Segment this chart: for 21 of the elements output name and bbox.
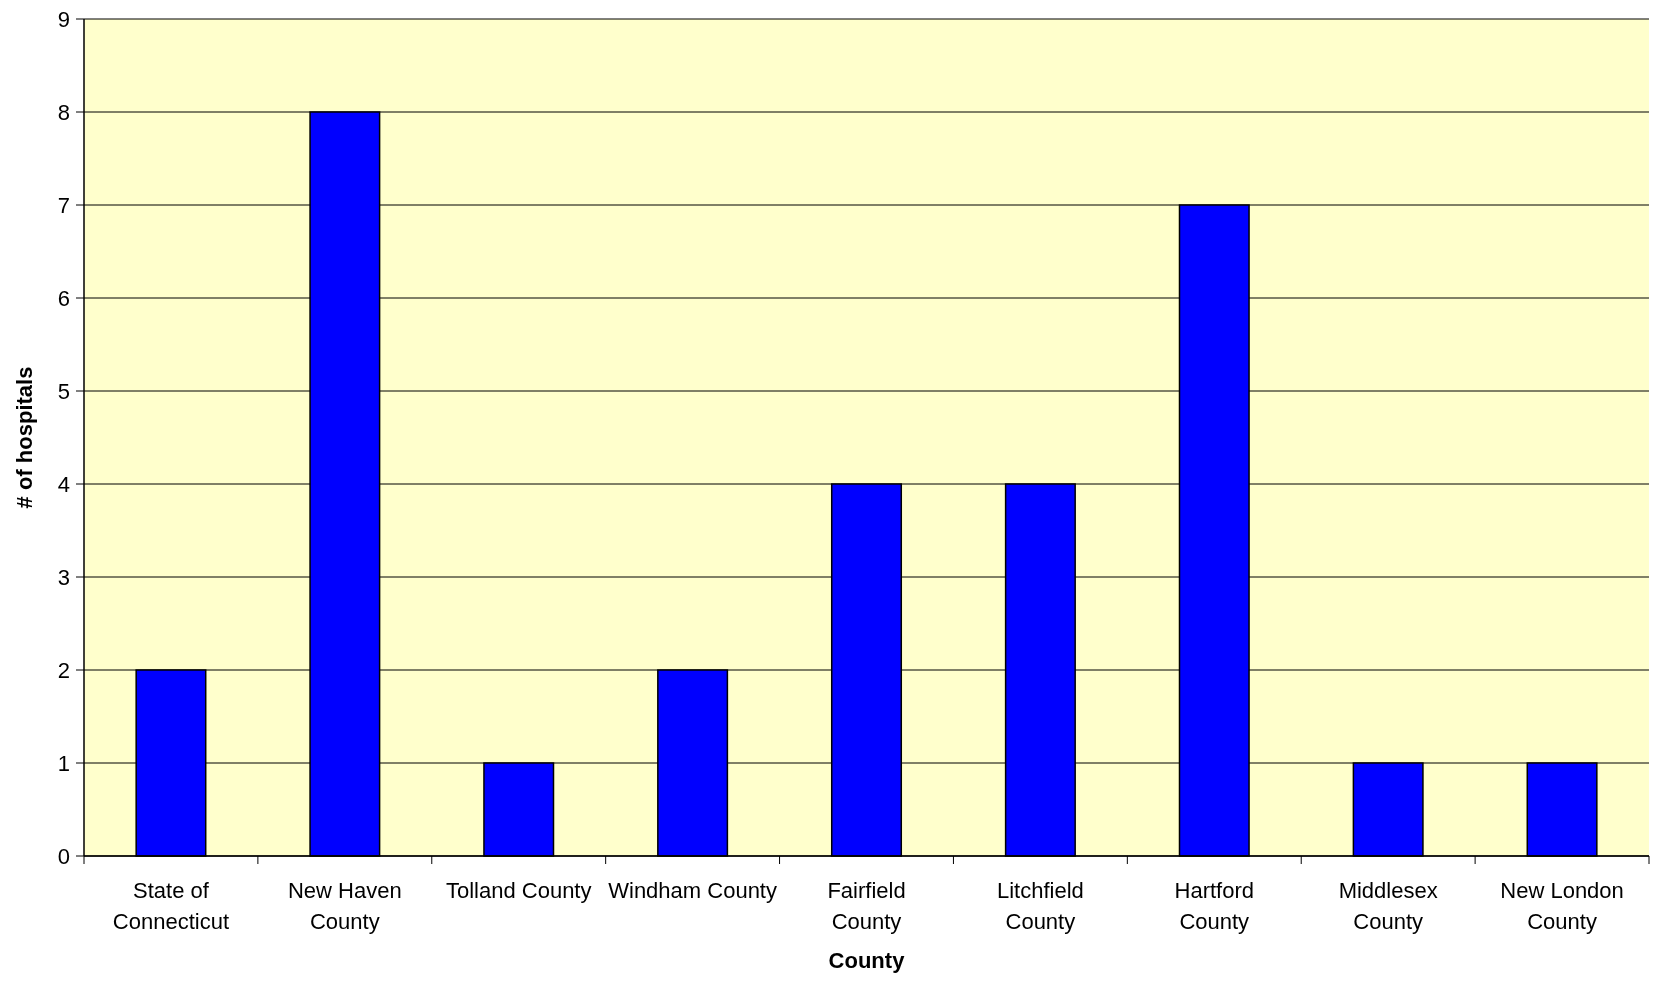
y-tick-label: 1 [57, 750, 70, 776]
y-tick-label: 6 [57, 285, 70, 311]
y-tick-label: 4 [57, 471, 70, 497]
y-tick-label: 9 [57, 6, 70, 32]
x-tick-label: New London County [1500, 878, 1624, 934]
x-tick-label: Litchfield County [996, 878, 1084, 934]
x-tick-label: New Haven County [287, 878, 402, 934]
y-tick-label: 8 [57, 99, 70, 125]
x-tick-label: Tolland County [445, 878, 592, 903]
x-tick-label: State of Connecticut [112, 878, 230, 934]
y-tick-label: 0 [57, 843, 70, 869]
y-tick-label: 7 [57, 192, 70, 218]
x-tick-label: Middlesex County [1338, 878, 1438, 934]
x-tick-label: Fairfield County [827, 878, 906, 934]
y-tick-label: 3 [57, 564, 70, 590]
y-axis-title: # of hospitals [12, 366, 37, 509]
x-tick-label: Windham County [608, 878, 777, 903]
x-tick-label: Hartford County [1174, 878, 1255, 934]
y-tick-label: 2 [57, 657, 70, 683]
y-tick-label: 5 [57, 378, 70, 404]
x-axis-title: County [828, 948, 906, 973]
